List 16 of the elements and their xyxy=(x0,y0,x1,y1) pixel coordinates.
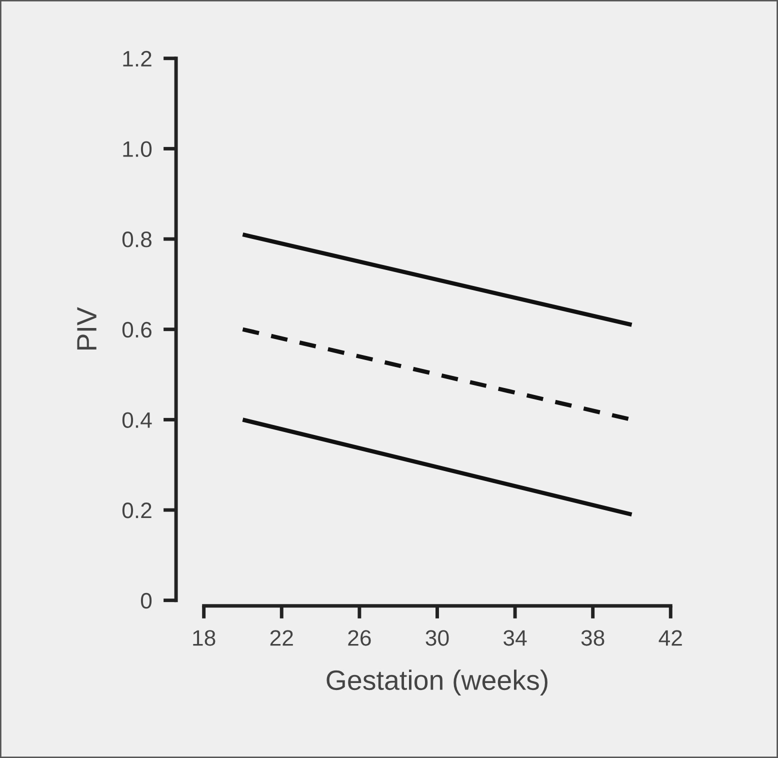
x-axis-title: Gestation (weeks) xyxy=(326,670,548,696)
x-tick-label: 22 xyxy=(270,630,293,646)
y-tick-label: 0.2 xyxy=(122,502,152,518)
y-tick-label: 1.0 xyxy=(123,141,152,157)
x-tick-label: 38 xyxy=(581,630,604,646)
y-axis-title: PIV xyxy=(77,307,96,350)
x-tick-label: 30 xyxy=(426,630,449,646)
x-tick-label: 26 xyxy=(348,630,371,646)
y-tick-label: 0 xyxy=(140,592,152,609)
x-tick-label: 34 xyxy=(504,630,527,646)
x-tick-label: 42 xyxy=(658,630,682,646)
y-tick-label: 0.8 xyxy=(122,232,152,248)
x-tick-label: 18 xyxy=(193,630,216,646)
y-tick-label: 1.2 xyxy=(123,50,152,66)
y-tick-label: 0.6 xyxy=(122,322,152,338)
y-tick-label: 0.4 xyxy=(122,412,152,428)
